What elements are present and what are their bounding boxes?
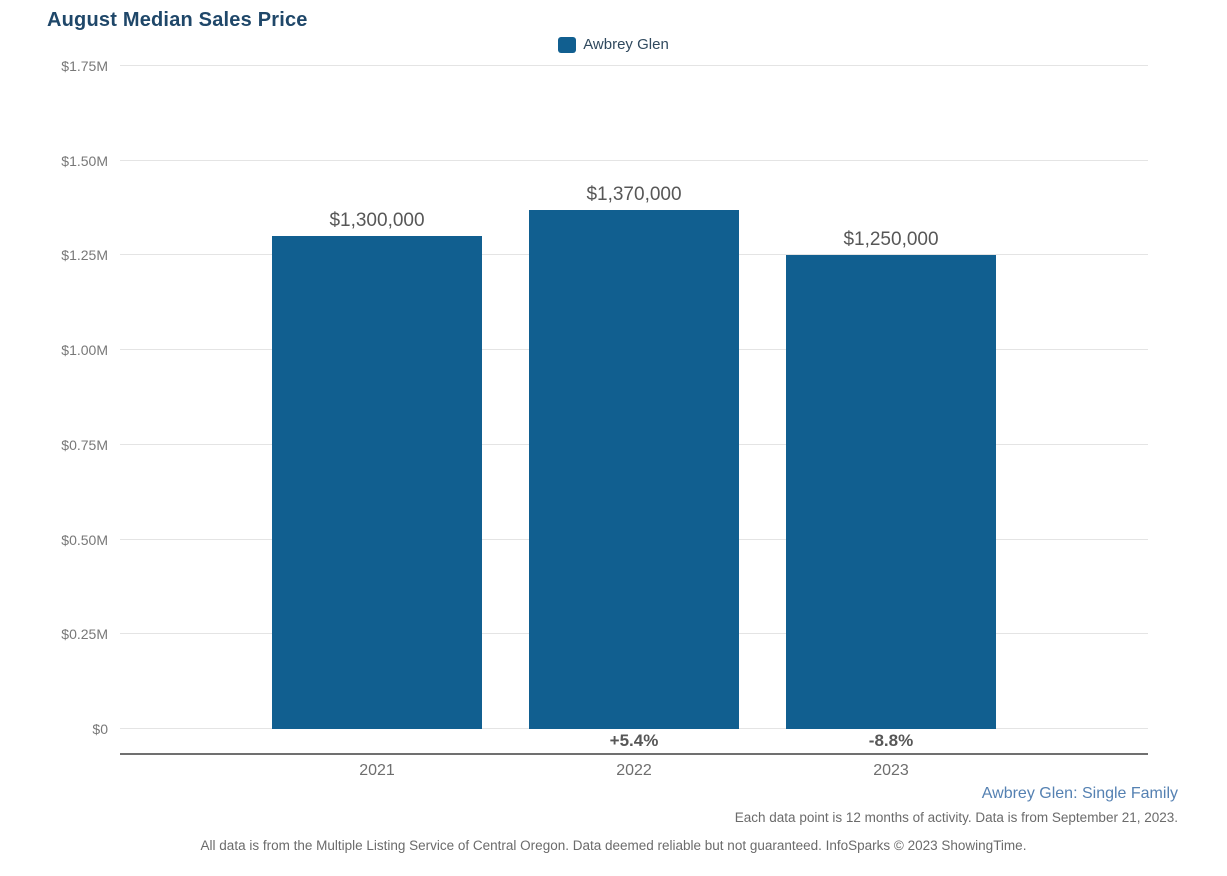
footnote-data-period: Each data point is 12 months of activity…	[734, 810, 1178, 825]
y-axis-tick-label: $1.50M	[61, 152, 108, 169]
x-axis-tick-label: 2021	[359, 762, 395, 779]
y-axis-tick-label: $0.25M	[61, 626, 108, 643]
y-axis-tick-label: $1.25M	[61, 247, 108, 264]
y-axis-tick-label: $1.75M	[61, 58, 108, 74]
y-gridline	[120, 159, 1148, 161]
pct-change-label: +5.4%	[609, 731, 659, 750]
bar-2022[interactable]	[529, 209, 739, 729]
y-axis-tick-label: $0.50M	[61, 531, 108, 548]
footnote-disclaimer: All data is from the Multiple Listing Se…	[200, 838, 1027, 853]
legend-swatch-icon[interactable]	[558, 36, 577, 53]
x-axis-tick-label: 2022	[616, 762, 652, 779]
bar-2021[interactable]	[272, 236, 482, 729]
bar-2023[interactable]	[786, 255, 996, 729]
x-axis-tick-label: 2023	[873, 762, 909, 779]
legend-series-label[interactable]: Awbrey Glen	[583, 36, 669, 53]
bar-value-label: $1,250,000	[843, 229, 939, 251]
pct-change-label: -8.8%	[868, 731, 914, 750]
legend: Awbrey Glen	[0, 36, 1227, 53]
footnote-series-type: Awbrey Glen: Single Family	[981, 785, 1178, 802]
y-axis-tick-label: $0.75M	[61, 436, 108, 453]
x-axis-line	[120, 753, 1148, 755]
y-gridline	[120, 65, 1148, 66]
y-axis-tick-label: $1.00M	[61, 342, 108, 359]
bar-value-label: $1,370,000	[586, 183, 682, 205]
chart-title: August Median Sales Price	[47, 9, 308, 31]
y-axis-tick-label: $0	[92, 721, 108, 737]
bar-value-label: $1,300,000	[329, 210, 425, 232]
